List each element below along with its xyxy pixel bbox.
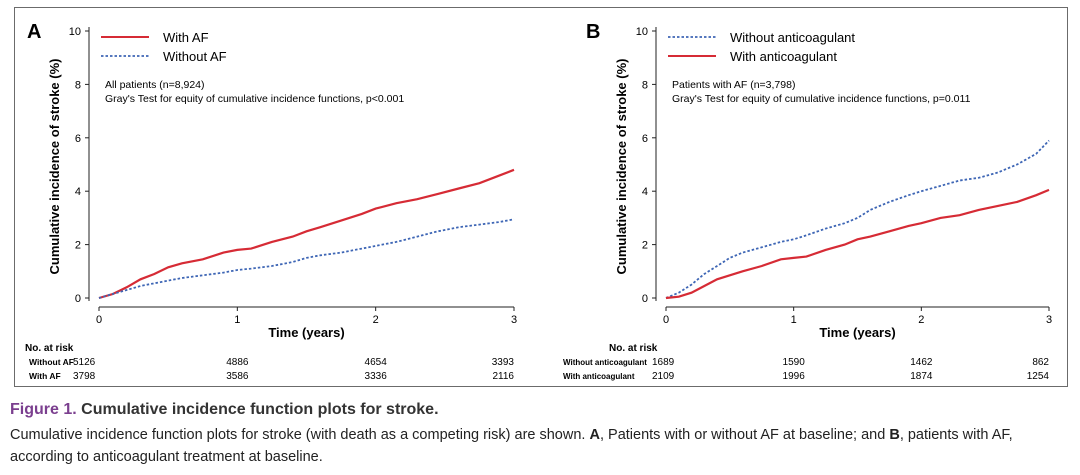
x-tick-label: 2	[918, 314, 924, 326]
y-tick-label: 6	[642, 133, 648, 145]
at-risk-value: 4654	[365, 357, 388, 368]
y-tick-label: 0	[75, 293, 81, 305]
caption-part-2: , Patients with or without AF at baselin…	[599, 427, 890, 443]
y-tick-label: 2	[642, 240, 648, 252]
annotation-line-2: Gray's Test for equity of cumulative inc…	[672, 93, 971, 105]
figure-frame: A 0 2 4 6 8 10 0 1 2 3 Cumulative incidence of stro…	[14, 7, 1068, 387]
legend-label-1: With anticoagulant	[730, 49, 837, 64]
at-risk-value: 1254	[1027, 371, 1050, 382]
at-risk-value: 4886	[226, 357, 249, 368]
x-tick-label: 3	[511, 314, 517, 326]
panel-label: B	[586, 21, 600, 43]
y-tick-label: 0	[642, 293, 648, 305]
figure-title: Cumulative incidence function plots for …	[81, 401, 439, 418]
annotation-line-1: Patients with AF (n=3,798)	[672, 79, 795, 91]
at-risk-value: 1689	[652, 357, 675, 368]
at-risk-value: 1874	[910, 371, 933, 382]
panel-a: A 0 2 4 6 8 10 0 1 2 3 Cumulative incidence of stro…	[25, 21, 517, 382]
at-risk-value: 862	[1032, 357, 1049, 368]
caption-part-3: , patients with AF, according to anticoa…	[10, 427, 1013, 465]
at-risk-value: 3393	[492, 357, 515, 368]
series-line-1	[665, 188, 1050, 300]
figure-caption-title: Figure 1. Cumulative incidence function …	[10, 401, 439, 419]
y-tick-label: 6	[75, 133, 81, 145]
at-risk-header: No. at risk	[609, 343, 658, 354]
panel-b: B 0 2 4 6 8 10 0 1 2 3 Cumulative incidence of stro…	[563, 21, 1052, 382]
y-axis-title: Cumulative incidence of stroke (%)	[614, 59, 629, 275]
y-tick-label: 10	[636, 26, 648, 38]
at-risk-value: 1996	[783, 371, 806, 382]
x-tick-label: 2	[373, 314, 379, 326]
y-tick-label: 2	[75, 240, 81, 252]
at-risk-value: 5126	[73, 357, 96, 368]
panel-label: A	[27, 21, 41, 43]
annotation-line-2: Gray's Test for equity of cumulative inc…	[105, 93, 404, 105]
y-tick-label: 4	[75, 186, 81, 198]
x-tick-label: 1	[791, 314, 797, 326]
at-risk-row-label: Without anticoagulant	[563, 358, 647, 367]
at-risk-header: No. at risk	[25, 343, 74, 354]
legend-label-0: With AF	[163, 30, 209, 45]
at-risk-row-label: Without AF	[29, 357, 74, 367]
caption-label-a: A	[589, 427, 600, 443]
series-line-0	[98, 168, 515, 300]
at-risk-value: 2116	[492, 371, 514, 382]
x-axis-title: Time (years)	[819, 325, 895, 340]
caption-label-b: B	[889, 427, 900, 443]
legend-label-0: Without anticoagulant	[730, 30, 855, 45]
at-risk-row-label: With AF	[29, 371, 61, 381]
x-axis-title: Time (years)	[268, 325, 344, 340]
y-tick-label: 4	[642, 186, 648, 198]
at-risk-value: 1590	[783, 357, 806, 368]
at-risk-row-label: With anticoagulant	[563, 372, 635, 381]
x-tick-label: 3	[1046, 314, 1052, 326]
y-tick-label: 8	[642, 79, 648, 91]
at-risk-value: 3336	[365, 371, 388, 382]
figure-caption-body: Cumulative incidence function plots for …	[10, 424, 1072, 468]
x-tick-label: 0	[663, 314, 669, 326]
x-tick-label: 0	[96, 314, 102, 326]
at-risk-value: 3586	[226, 371, 249, 382]
at-risk-value: 3798	[73, 371, 96, 382]
at-risk-value: 2109	[652, 371, 675, 382]
legend-label-1: Without AF	[163, 49, 227, 64]
at-risk-value: 1462	[910, 357, 933, 368]
y-tick-label: 8	[75, 79, 81, 91]
y-axis-title: Cumulative incidence of stroke (%)	[47, 59, 62, 275]
y-tick-label: 10	[69, 26, 81, 38]
x-tick-label: 1	[234, 314, 240, 326]
caption-part-1: Cumulative incidence function plots for …	[10, 427, 590, 443]
annotation-line-1: All patients (n=8,924)	[105, 79, 205, 91]
series-line-0	[665, 139, 1050, 299]
figure-number: Figure 1.	[10, 401, 77, 418]
